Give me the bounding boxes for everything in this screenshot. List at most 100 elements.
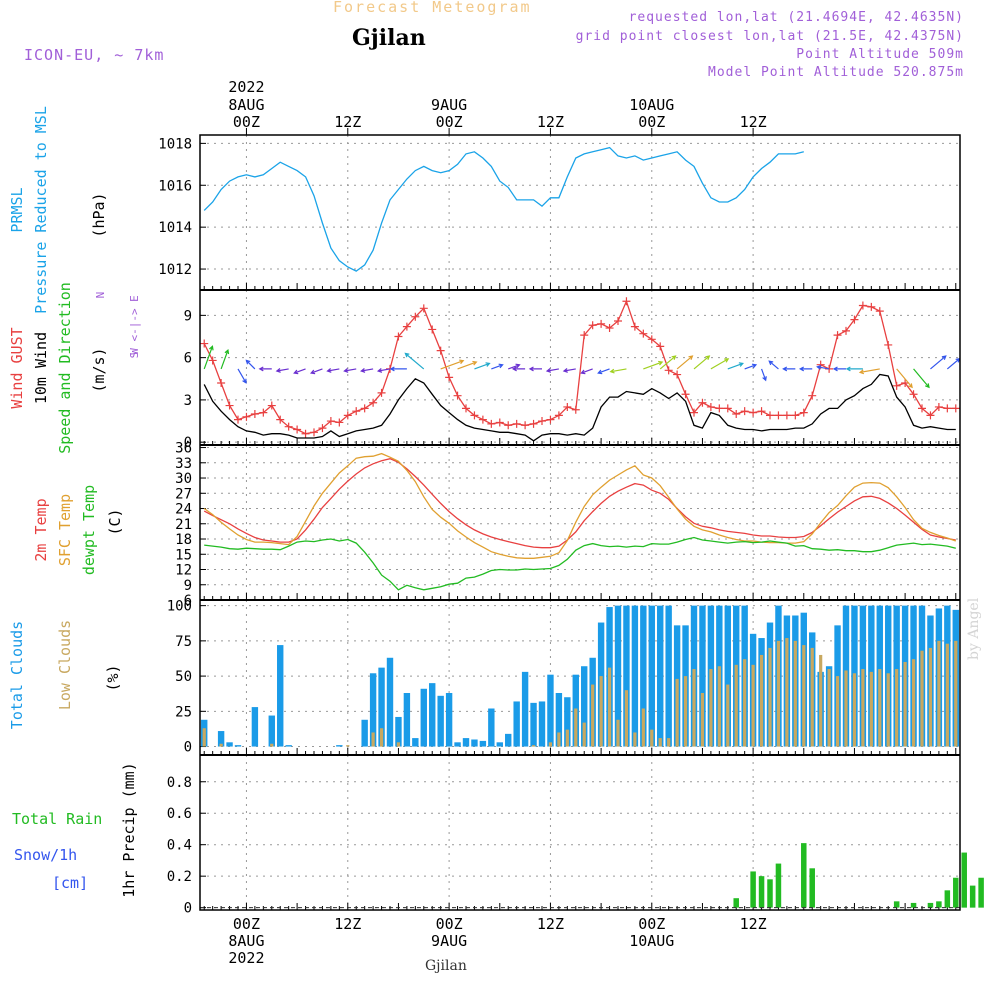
bar-total-clouds [454,742,461,747]
y-tick-label: 12 [175,563,192,579]
bar-total-clouds [724,605,731,747]
bottom-axis-label: 9AUG [431,932,467,950]
bottom-axis-label: 00Z [436,915,463,933]
bar-total-rain [927,902,934,908]
series-line-dewpt-temp [204,536,956,591]
gust-marker [200,339,209,348]
gust-marker [453,391,462,400]
gust-marker [217,379,226,387]
bar-total-clouds [488,708,495,747]
grid-point-coords: grid point closest lon,lat (21.5E, 42.43… [575,29,964,44]
y-tick-label: 6 [184,593,192,609]
bar-total-clouds [251,707,259,747]
gust-marker [360,404,369,413]
gust-marker [343,411,352,420]
bar-total-clouds [395,716,402,747]
gust-marker [487,419,496,428]
bar-low-clouds [827,669,831,747]
gust-marker [571,405,580,414]
wind-direction-arrow [913,368,930,389]
wind-direction-arrow [203,345,214,370]
gust-marker [833,331,842,340]
gust-marker [884,340,893,349]
bar-low-clouds [650,729,654,747]
bar-total-clouds [336,745,343,747]
bar-low-clouds [928,647,933,747]
wind-direction-arrow [275,368,289,373]
gust-marker [267,401,276,410]
y-tick-label: 75 [175,634,192,650]
top-axis-label: 12Z [537,113,564,131]
gust-marker [926,411,935,420]
wind-direction-arrow [491,363,504,370]
bar-low-clouds [861,669,865,747]
gust-marker [234,415,242,424]
bar-low-clouds [616,719,620,747]
gust-marker [850,315,859,324]
bar-total-rain [944,890,951,908]
wind-direction-arrow [258,366,272,372]
y-tick-label: 0.6 [167,806,192,822]
wind-direction-arrow [389,366,407,372]
series-line-prmsl [203,146,804,272]
gust-marker [782,411,791,420]
bar-low-clouds [903,662,907,747]
bar-low-clouds [886,673,890,747]
bar-low-clouds [734,664,738,747]
gust-marker [647,335,656,344]
bar-low-clouds [202,728,206,747]
gust-marker [326,417,335,426]
bar-low-clouds [776,640,781,747]
gust-marker [943,404,952,413]
pressure-unit: (hPa) [90,192,108,237]
gust-marker [740,407,749,416]
y-tick-label: 0 [184,901,192,917]
gust-marker [909,390,918,399]
wind-direction-arrow [237,368,247,384]
y-tick-label: 3 [184,393,192,409]
bar-total-clouds [640,605,647,747]
gust-marker [918,404,926,413]
bar-total-rain [893,901,900,908]
gust-marker [588,321,597,330]
y-tick-label: 15 [175,547,192,563]
model-label: ICON-EU, ~ 7km [24,46,165,64]
bar-low-clouds [667,738,671,747]
footer-location: Gjilan [425,958,467,974]
wind-direction-arrow [832,366,846,372]
bar-low-clouds [700,693,705,747]
bar-low-clouds [270,743,274,747]
wind-direction-arrow [511,366,526,372]
bar-total-rain [775,863,782,908]
compass-rose: N W <-|-> ES [94,292,141,359]
wind-direction-label: Speed and Direction [56,282,74,454]
bar-total-clouds [623,605,630,747]
temp-dewpt-label: dewpt Temp [80,485,98,575]
gust-marker [723,404,732,413]
wind-speed-label: 10m Wind [32,332,50,404]
panel-precip: 0 0.2 0.4 0.6 0.8 [167,755,984,917]
bar-low-clouds [371,732,375,747]
gust-marker [554,411,563,420]
wind-direction-arrow [293,368,306,375]
bar-low-clouds [219,743,223,747]
wind-direction-arrow [768,360,779,370]
gust-marker [411,312,420,321]
bar-low-clouds [531,745,536,747]
bar-low-clouds [835,676,840,747]
y-tick-label: 9 [184,308,192,324]
total-rain-label: Total Rain [12,810,102,828]
y-tick-label: 9 [184,578,192,594]
bar-low-clouds [346,745,350,747]
bottom-axis-label: 2022 [228,949,264,967]
bar-low-clouds [379,728,384,747]
bar-low-clouds [878,669,882,747]
bar-low-clouds [785,638,789,747]
wind-direction-arrow [816,364,830,370]
gust-marker [538,417,546,426]
bar-total-rain [801,843,807,908]
compass-west-east: W <-|-> E [128,295,141,355]
wind-direction-arrow [545,368,559,373]
bottom-axis-label: 12Z [537,915,564,933]
bar-total-clouds [226,742,233,747]
